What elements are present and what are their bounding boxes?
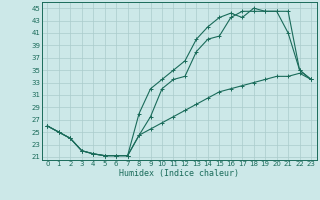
X-axis label: Humidex (Indice chaleur): Humidex (Indice chaleur) [119,169,239,178]
